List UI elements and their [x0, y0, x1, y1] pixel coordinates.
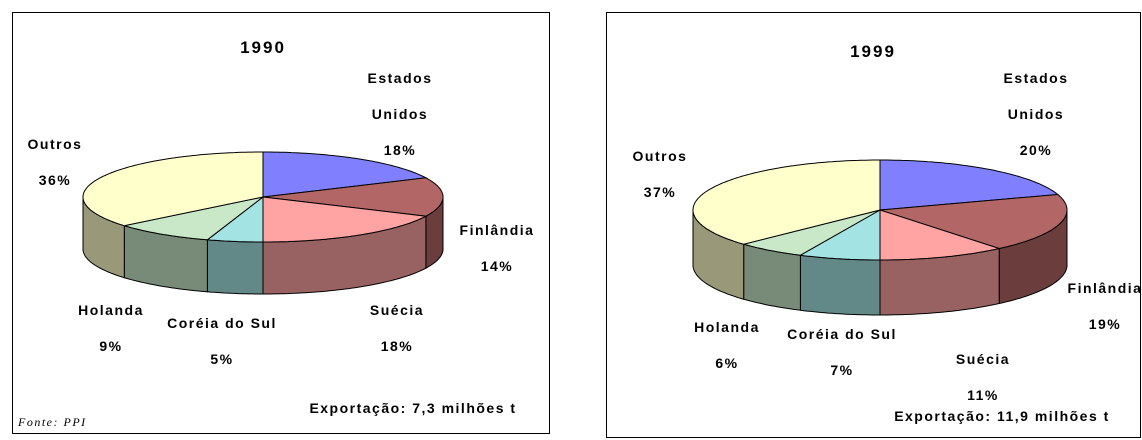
slice-label: Coréia do Sul 5%	[167, 305, 277, 377]
category-label: Finlândia	[459, 222, 535, 238]
category-label: Suécia	[369, 302, 425, 318]
annotation: Exportação: 7,3 milhões t	[263, 390, 563, 426]
slice-label: Holanda 6%	[677, 309, 777, 381]
chart-title: 1990	[203, 30, 323, 66]
slice	[262, 151, 428, 198]
slice	[879, 193, 1068, 250]
value-label: 5%	[210, 351, 234, 367]
value-label: 37%	[643, 184, 677, 200]
category-label: Estados Unidos	[367, 70, 433, 122]
annotation-text: Exportação: 7,3 milhões t	[309, 400, 517, 416]
slice-side	[206, 239, 264, 295]
slice-label: Outros 37%	[620, 138, 700, 210]
category-label: Coréia do Sul	[167, 315, 277, 331]
source-text: Fonte: PPI	[18, 415, 87, 429]
slice	[262, 177, 444, 217]
category-label: Coréia do Sul	[787, 326, 897, 342]
slice	[262, 196, 428, 243]
value-label: 14%	[480, 258, 514, 274]
source: Fonte: PPI	[18, 404, 138, 440]
slice-label: Outros 36%	[15, 126, 95, 198]
slice	[879, 209, 1002, 261]
slice	[741, 209, 881, 256]
slice	[798, 209, 881, 261]
slice-label: Finlândia 19%	[1050, 270, 1142, 342]
chart-title: 1999	[813, 34, 933, 70]
slice-label: Estados Unidos 20%	[991, 60, 1081, 168]
value-label: 9%	[99, 338, 123, 354]
category-label: Outros	[27, 136, 83, 152]
annotation-text: Exportação: 11,9 milhões t	[894, 408, 1110, 424]
slice-label: Finlândia 14%	[447, 212, 547, 284]
category-label: Estados Unidos	[1003, 70, 1069, 122]
value-label: 18%	[380, 338, 414, 354]
title-text: 1990	[240, 38, 286, 57]
slice-label: Suécia 18%	[352, 292, 442, 364]
category-label: Finlândia	[1067, 280, 1142, 296]
slice	[879, 159, 1060, 211]
value-label: 36%	[38, 172, 72, 188]
slice-side	[799, 254, 881, 316]
slice	[82, 151, 264, 227]
slice-label: Coréia do Sul 7%	[787, 316, 897, 388]
value-label: 6%	[715, 355, 739, 371]
value-label: 11%	[967, 387, 999, 403]
value-label: 19%	[1088, 316, 1122, 332]
annotation: Exportação: 11,9 milhões t	[852, 398, 1142, 434]
slice-label: Estados Unidos 18%	[355, 60, 445, 168]
category-label: Outros	[632, 148, 688, 164]
category-label: Holanda	[694, 319, 760, 335]
value-label: 18%	[383, 142, 417, 158]
value-label: 7%	[830, 362, 854, 378]
category-label: Suécia	[955, 351, 1011, 367]
title-text: 1999	[850, 42, 896, 61]
slice	[124, 196, 264, 241]
value-label: 20%	[1019, 142, 1053, 158]
slice-label: Suécia 11%	[938, 341, 1028, 413]
category-label: Holanda	[78, 302, 144, 318]
slice	[692, 159, 881, 245]
slice-label: Holanda 9%	[61, 292, 161, 364]
